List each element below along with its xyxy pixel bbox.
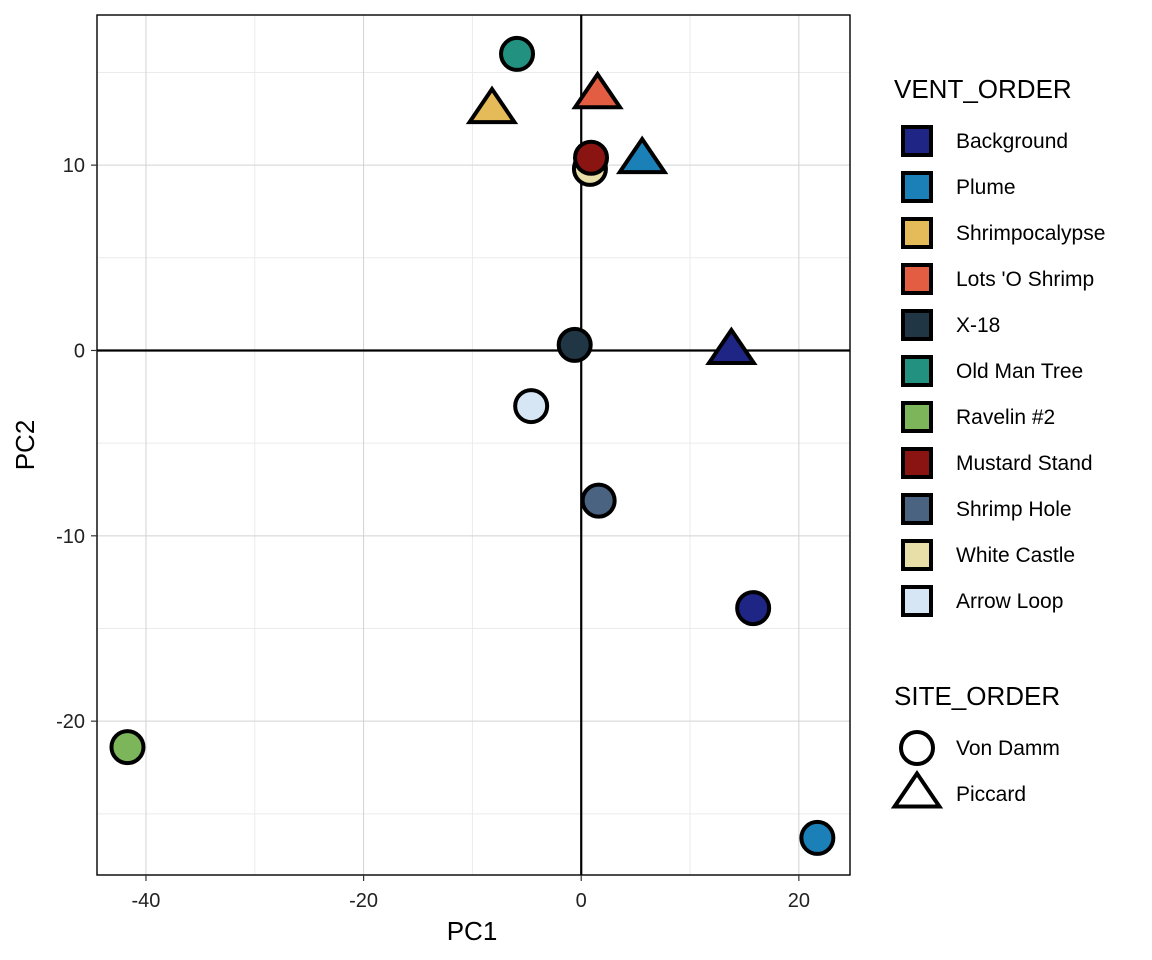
- legend-shape-label: Von Damm: [956, 737, 1060, 760]
- point-triangle: [615, 135, 669, 175]
- legend-fill-label: Lots 'O Shrimp: [956, 268, 1094, 291]
- legend-swatch: [901, 309, 933, 341]
- legend-swatch: [901, 263, 933, 295]
- point-triangle: [705, 326, 758, 366]
- legend-shape-label: Piccard: [956, 783, 1026, 806]
- legend-swatch: [901, 447, 933, 479]
- y-tick-label: -10: [56, 526, 85, 548]
- point-circle: [580, 482, 617, 519]
- legend-swatch: [901, 217, 933, 249]
- legend-swatch: [901, 493, 933, 525]
- y-tick-label: 0: [74, 340, 85, 362]
- legend-shape-title: SITE_ORDER: [894, 681, 1060, 711]
- legend-fill-label: Ravelin #2: [956, 406, 1055, 429]
- grid-major: [97, 15, 850, 875]
- legend-swatch: [901, 401, 933, 433]
- legend-site-order: SITE_ORDER Von Damm Piccard: [890, 681, 1060, 809]
- point-circle: [799, 819, 836, 856]
- legend-fill-label: Plume: [956, 176, 1016, 199]
- legend-swatch: [901, 585, 933, 617]
- x-axis-title: PC1: [447, 916, 498, 946]
- legend-fill-label: Mustard Stand: [956, 452, 1093, 475]
- point-triangle: [465, 85, 519, 125]
- legend-fill-label: X-18: [956, 314, 1000, 337]
- point-circle: [573, 139, 610, 176]
- y-axis: -20 -10 0 10: [56, 155, 97, 733]
- x-tick-label: 0: [576, 890, 587, 912]
- data-points: [109, 35, 836, 856]
- point-circle: [513, 388, 550, 425]
- legend-fill-label: Old Man Tree: [956, 360, 1083, 383]
- reference-lines: [97, 15, 850, 875]
- x-tick-label: -20: [349, 890, 378, 912]
- y-tick-label: 10: [63, 155, 85, 177]
- legend-triangle-icon: [890, 769, 944, 809]
- legend-fill-label: Shrimpocalypse: [956, 222, 1105, 245]
- x-axis: -40 -20 0 20: [132, 875, 810, 912]
- legend-swatch: [901, 539, 933, 571]
- legend-fill-label: Arrow Loop: [956, 590, 1063, 613]
- grid-minor: [97, 15, 850, 875]
- legend-swatch: [901, 125, 933, 157]
- legend-fill-label: White Castle: [956, 544, 1075, 567]
- panel-border: [96, 14, 851, 876]
- legend-swatch: [901, 355, 933, 387]
- legend-fill-title: VENT_ORDER: [894, 74, 1072, 104]
- point-circle: [556, 326, 593, 363]
- y-axis-title: PC2: [10, 420, 40, 471]
- point-triangle: [571, 70, 624, 110]
- legend-fill-label: Background: [956, 130, 1068, 153]
- point-circle: [499, 35, 536, 72]
- point-circle: [735, 590, 772, 627]
- legend-swatch: [901, 171, 933, 203]
- legend-fill-label: Shrimp Hole: [956, 498, 1072, 521]
- x-tick-label: 20: [788, 890, 810, 912]
- point-circle: [109, 729, 146, 766]
- legend-circle-icon: [899, 730, 935, 766]
- y-tick-label: -20: [56, 711, 85, 733]
- x-tick-label: -40: [132, 890, 161, 912]
- legend-vent-order: VENT_ORDER Background Plume Shrimpocalypse…: [894, 74, 1105, 617]
